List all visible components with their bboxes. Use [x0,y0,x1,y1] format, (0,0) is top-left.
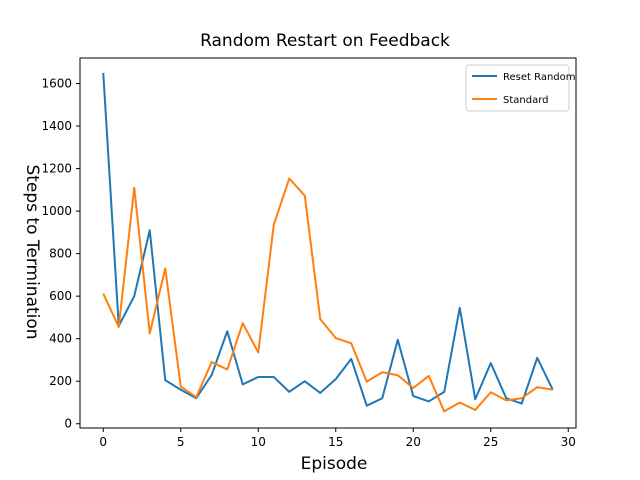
x-axis-label: Episode [301,454,368,474]
x-tick-label: 5 [177,435,185,449]
legend: Reset Random Standard [465,64,576,112]
y-axis-ticks: 0 200 400 600 800 1000 1200 1400 1600 [41,77,80,431]
y-tick-label: 600 [49,289,72,303]
y-tick-label: 1600 [41,77,72,91]
x-tick-label: 25 [483,435,498,449]
y-tick-label: 1400 [41,119,72,133]
y-axis-label: Steps to Termination [22,164,42,339]
y-tick-label: 400 [49,332,72,346]
x-tick-label: 30 [561,435,576,449]
series-line-reset-random [102,72,554,407]
series-layer [102,72,554,413]
y-tick-label: 0 [64,417,72,431]
x-tick-label: 15 [328,435,343,449]
plot-area-frame [79,57,577,429]
series-line-standard [102,177,553,413]
y-tick-label: 800 [49,247,72,261]
x-tick-label: 10 [251,435,266,449]
y-tick-label: 200 [49,374,72,388]
legend-label-reset-random: Reset Random [503,72,576,83]
y-tick-label: 1000 [41,204,72,218]
y-tick-label: 1200 [41,162,72,176]
legend-label-standard: Standard [503,95,549,106]
chart-title: Random Restart on Feedback [200,31,450,51]
x-tick-label: 0 [99,435,107,449]
x-tick-label: 20 [406,435,421,449]
x-axis-ticks: 0 5 10 15 20 25 30 [99,428,576,449]
